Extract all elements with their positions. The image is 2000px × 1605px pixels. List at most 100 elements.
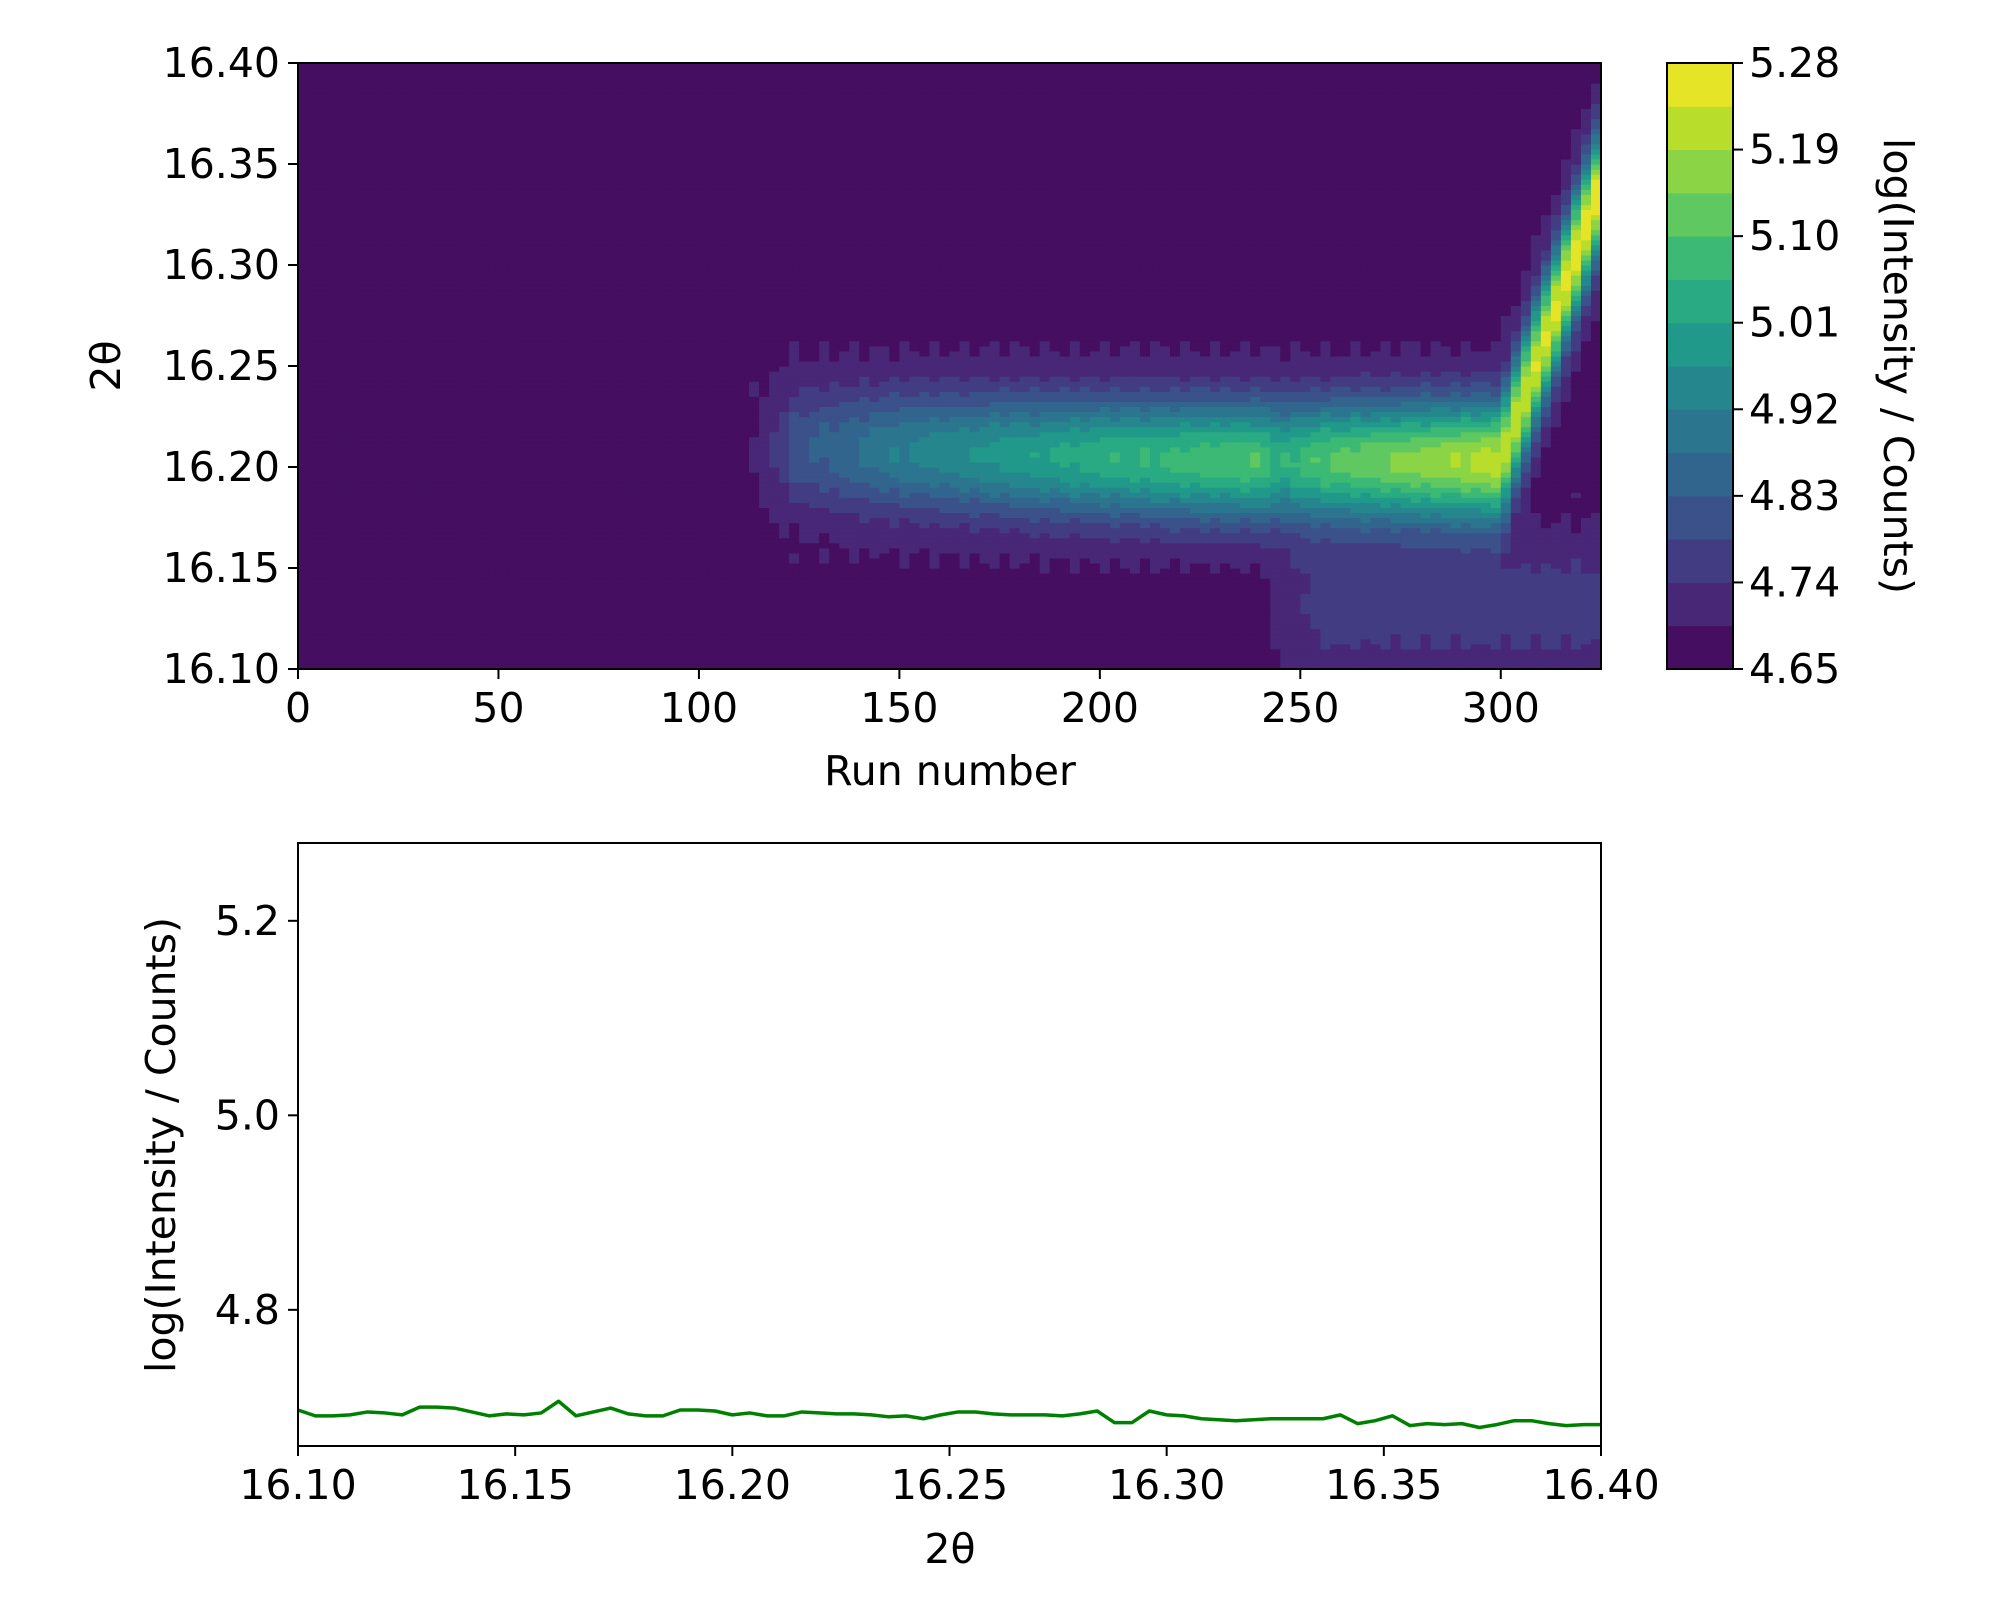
heatmap-cell bbox=[518, 658, 530, 665]
heatmap-cell bbox=[568, 557, 580, 564]
heatmap-cell bbox=[568, 360, 580, 367]
heatmap-cell bbox=[678, 310, 690, 317]
heatmap-cell bbox=[638, 335, 650, 342]
heatmap-cell bbox=[438, 441, 449, 448]
heatmap-cell bbox=[648, 456, 660, 463]
heatmap-cell bbox=[588, 128, 600, 135]
heatmap-cell bbox=[708, 568, 720, 574]
heatmap-cell bbox=[688, 325, 700, 332]
heatmap-cell bbox=[528, 527, 540, 534]
heatmap-cell bbox=[628, 138, 640, 145]
heatmap-cell bbox=[318, 290, 329, 296]
heatmap-cell bbox=[378, 583, 389, 589]
heatmap-cell bbox=[528, 588, 540, 594]
heatmap-cell bbox=[508, 456, 520, 463]
heatmap-cell bbox=[378, 492, 389, 498]
heatmap-cell bbox=[568, 325, 580, 332]
heatmap-cell bbox=[668, 381, 680, 387]
heatmap-cell bbox=[638, 401, 650, 407]
heatmap-cell bbox=[408, 487, 419, 493]
heatmap-cell bbox=[468, 436, 480, 443]
heatmap-cell bbox=[528, 557, 540, 564]
heatmap-cell bbox=[688, 259, 700, 266]
heatmap-cell bbox=[618, 583, 630, 589]
heatmap-cell bbox=[468, 184, 480, 190]
heatmap-cell bbox=[508, 68, 520, 74]
heatmap-cell bbox=[338, 98, 349, 104]
heatmap-cell bbox=[478, 295, 490, 301]
heatmap-cell bbox=[458, 552, 469, 559]
heatmap-cell bbox=[648, 431, 660, 438]
heatmap-cell bbox=[408, 184, 419, 190]
heatmap-cell bbox=[708, 628, 720, 635]
heatmap-cell bbox=[428, 451, 439, 458]
heatmap-cell bbox=[448, 229, 459, 236]
heatmap-cell bbox=[618, 325, 630, 332]
heatmap-cell bbox=[408, 310, 419, 317]
heatmap-cell bbox=[618, 320, 630, 327]
heatmap-cell bbox=[658, 290, 670, 296]
heatmap-cell bbox=[438, 658, 449, 665]
heatmap-cell bbox=[658, 350, 670, 357]
heatmap-cell bbox=[418, 588, 429, 594]
heatmap-cell bbox=[618, 537, 630, 544]
heatmap-cell bbox=[308, 381, 319, 387]
heatmap-cell bbox=[688, 275, 700, 281]
heatmap-cell bbox=[428, 310, 439, 317]
heatmap-cell bbox=[318, 613, 329, 620]
heatmap-cell bbox=[648, 123, 660, 130]
heatmap-cell bbox=[608, 335, 620, 342]
heatmap-cell bbox=[648, 557, 660, 564]
heatmap-cell bbox=[368, 487, 379, 493]
heatmap-cell bbox=[308, 83, 319, 89]
heatmap-cell bbox=[438, 325, 449, 332]
heatmap-cell bbox=[458, 628, 469, 635]
heatmap-cell bbox=[678, 517, 690, 524]
heatmap-cell bbox=[328, 259, 339, 266]
heatmap-cell bbox=[328, 103, 339, 110]
heatmap-cell bbox=[668, 522, 680, 529]
heatmap-cell bbox=[568, 461, 580, 468]
heatmap-cell bbox=[538, 537, 550, 544]
heatmap-cell bbox=[438, 401, 449, 407]
heatmap-cell bbox=[548, 608, 560, 615]
heatmap-cell bbox=[518, 461, 530, 468]
heatmap-cell bbox=[528, 366, 540, 372]
heatmap-cell bbox=[328, 512, 339, 519]
heatmap-cell bbox=[638, 633, 650, 640]
heatmap-cell bbox=[448, 638, 459, 645]
heatmap-cell bbox=[478, 148, 490, 155]
heatmap-cell bbox=[428, 391, 439, 397]
heatmap-cell bbox=[528, 618, 540, 625]
heatmap-cell bbox=[698, 517, 710, 524]
heatmap-cell bbox=[458, 350, 469, 357]
heatmap-cell bbox=[468, 411, 480, 418]
heatmap-cell bbox=[398, 209, 409, 216]
heatmap-cell bbox=[578, 153, 590, 160]
heatmap-cell bbox=[578, 401, 590, 407]
heatmap-cell bbox=[588, 265, 600, 271]
heatmap-cell bbox=[638, 517, 650, 524]
heatmap-cell bbox=[468, 133, 480, 140]
heatmap-cell bbox=[638, 371, 650, 377]
heatmap-cell bbox=[648, 158, 660, 165]
heatmap-cell bbox=[478, 396, 490, 402]
heatmap-cell bbox=[548, 411, 560, 418]
heatmap-cell bbox=[668, 305, 680, 312]
heatmap-cell bbox=[548, 63, 560, 69]
heatmap-cell bbox=[468, 98, 480, 104]
heatmap-cell bbox=[348, 204, 359, 211]
heatmap-cell bbox=[468, 330, 480, 337]
heatmap-cell bbox=[398, 123, 409, 130]
heatmap-cell bbox=[508, 275, 520, 281]
heatmap-cell bbox=[358, 340, 369, 347]
heatmap-cell bbox=[408, 588, 419, 594]
heatmap-cell bbox=[648, 330, 660, 337]
heatmap-cell bbox=[478, 158, 490, 165]
heatmap-cell bbox=[468, 148, 480, 155]
heatmap-cell bbox=[508, 133, 520, 140]
heatmap-cell bbox=[648, 290, 660, 296]
heatmap-cell bbox=[658, 325, 670, 332]
heatmap-cell bbox=[698, 305, 710, 312]
heatmap-cell bbox=[308, 643, 319, 650]
